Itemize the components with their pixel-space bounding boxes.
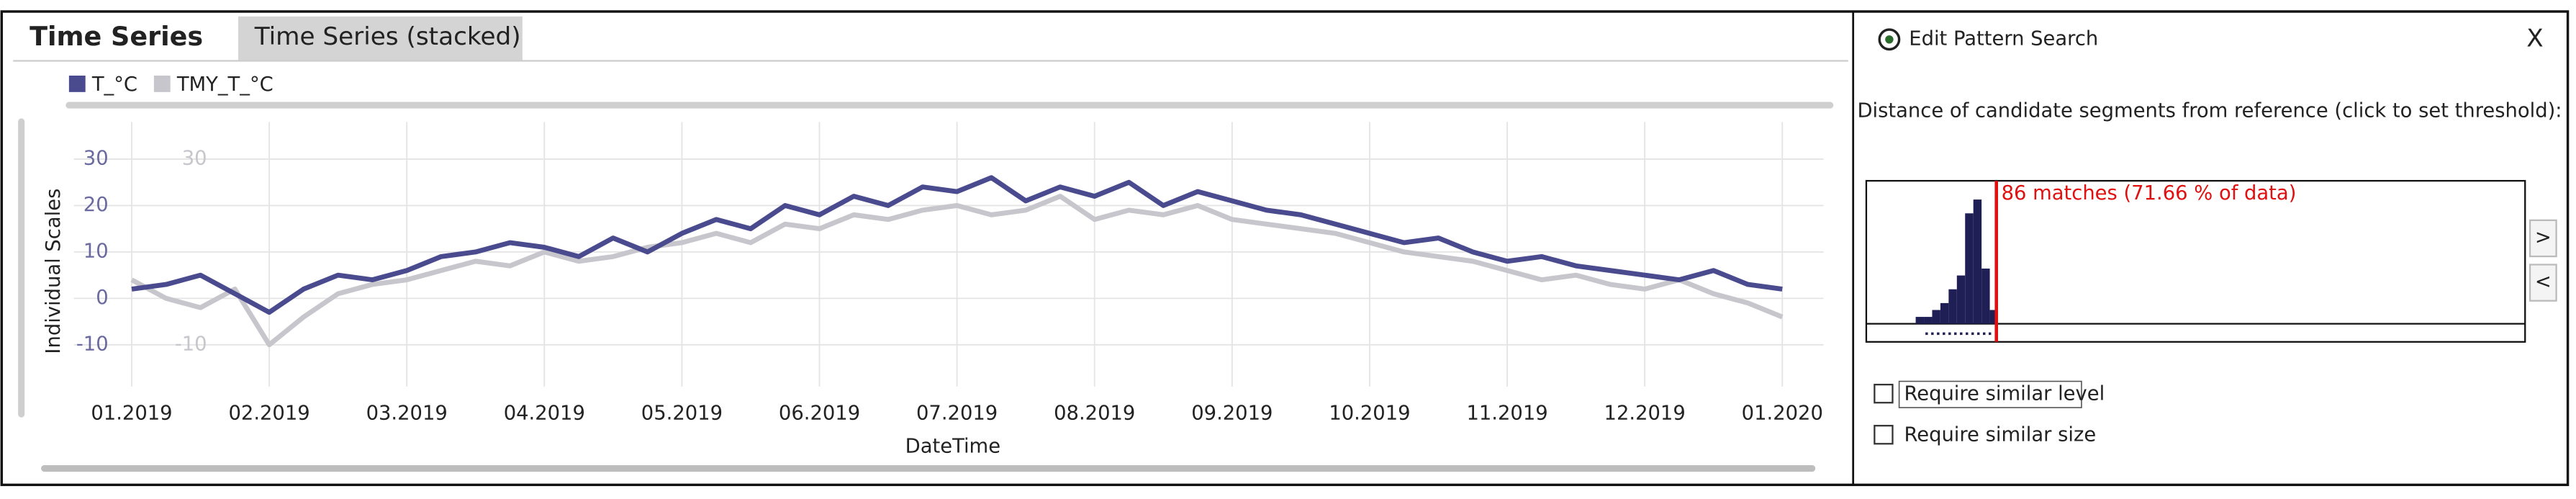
histogram-bar <box>1932 310 1940 324</box>
y-tick-label: 20 <box>83 194 109 216</box>
y-axis-label: Individual Scales <box>42 189 65 354</box>
histogram-bar <box>1989 310 1999 324</box>
x-tick-label: 11.2019 <box>1466 403 1547 425</box>
x-axis-label: DateTime <box>905 435 1000 457</box>
tab-label[interactable]: Time Series (stacked) <box>254 22 521 51</box>
button[interactable] <box>2528 264 2557 302</box>
x-tick-label: 04.2019 <box>504 403 585 425</box>
x-tick-label: 07.2019 <box>916 403 998 425</box>
y-tick-label: 10 <box>83 240 109 262</box>
tab-label[interactable]: Time Series <box>30 21 203 52</box>
histogram-bar <box>1924 317 1933 324</box>
legend-label: T_°C <box>91 73 137 96</box>
checkbox[interactable] <box>1874 425 1894 445</box>
button-label[interactable]: < <box>2535 271 2552 293</box>
histogram-bar <box>1965 213 1974 324</box>
button-label[interactable]: > <box>2535 226 2552 248</box>
x-tick-label: 09.2019 <box>1191 403 1273 425</box>
y-tick-label: 0 <box>96 287 108 309</box>
close-button[interactable]: X <box>2526 24 2543 53</box>
scrollbar[interactable] <box>18 118 25 418</box>
legend-swatch <box>153 76 171 92</box>
panel-title: Edit Pattern Search <box>1909 27 2098 50</box>
checkbox-label[interactable]: Require similar size <box>1904 423 2096 446</box>
x-tick-label: 01.2019 <box>91 403 172 425</box>
x-tick-label: 06.2019 <box>779 403 860 425</box>
plot: 01.2019 02.2019 03.2019 04.2019 05.2019 06.20… <box>42 73 1824 457</box>
panel-icon <box>1878 28 1901 51</box>
series-line <box>130 194 1784 348</box>
legend-label: TMY_T_°C <box>176 73 274 96</box>
x-tick-label: 02.2019 <box>228 403 309 425</box>
x-tick-label: 12.2019 <box>1604 403 1686 425</box>
y2-tick-label: -10 <box>175 333 207 355</box>
x-tick-label: 10.2019 <box>1329 403 1410 425</box>
histogram-bar <box>1981 268 1990 324</box>
histogram-bar <box>1948 289 1957 324</box>
checkbox[interactable] <box>1874 383 1894 404</box>
y-tick-label: 30 <box>83 147 109 169</box>
tab-active[interactable] <box>13 16 237 61</box>
button[interactable] <box>2528 219 2557 258</box>
x-tick-label: 05.2019 <box>641 403 723 425</box>
y-tick-label: -10 <box>76 333 109 355</box>
focus-ring <box>1898 380 2082 408</box>
threshold-annotation: 86 matches (71.66 % of data) <box>2002 182 2297 204</box>
checkbox-label[interactable]: Require similar level <box>1904 382 2105 405</box>
histogram-bar <box>1940 302 1949 324</box>
series-line <box>131 175 1783 315</box>
panel-icon <box>1885 35 1894 44</box>
scrollbar[interactable] <box>41 464 1816 472</box>
histogram-bar <box>1973 199 1982 324</box>
histogram-bar <box>1915 317 1925 324</box>
x-tick-label: 03.2019 <box>366 403 448 425</box>
y2-tick-label: 30 <box>182 147 207 169</box>
legend-swatch <box>68 76 86 92</box>
histogram-bar <box>1956 275 1966 324</box>
x-tick-label: 01.2020 <box>1742 403 1823 425</box>
tab-inactive[interactable] <box>238 16 523 61</box>
x-tick-label: 08.2019 <box>1054 403 1135 425</box>
scrollbar[interactable] <box>65 102 1834 109</box>
panel-prompt: Distance of candidate segments from refe… <box>1857 100 2562 122</box>
